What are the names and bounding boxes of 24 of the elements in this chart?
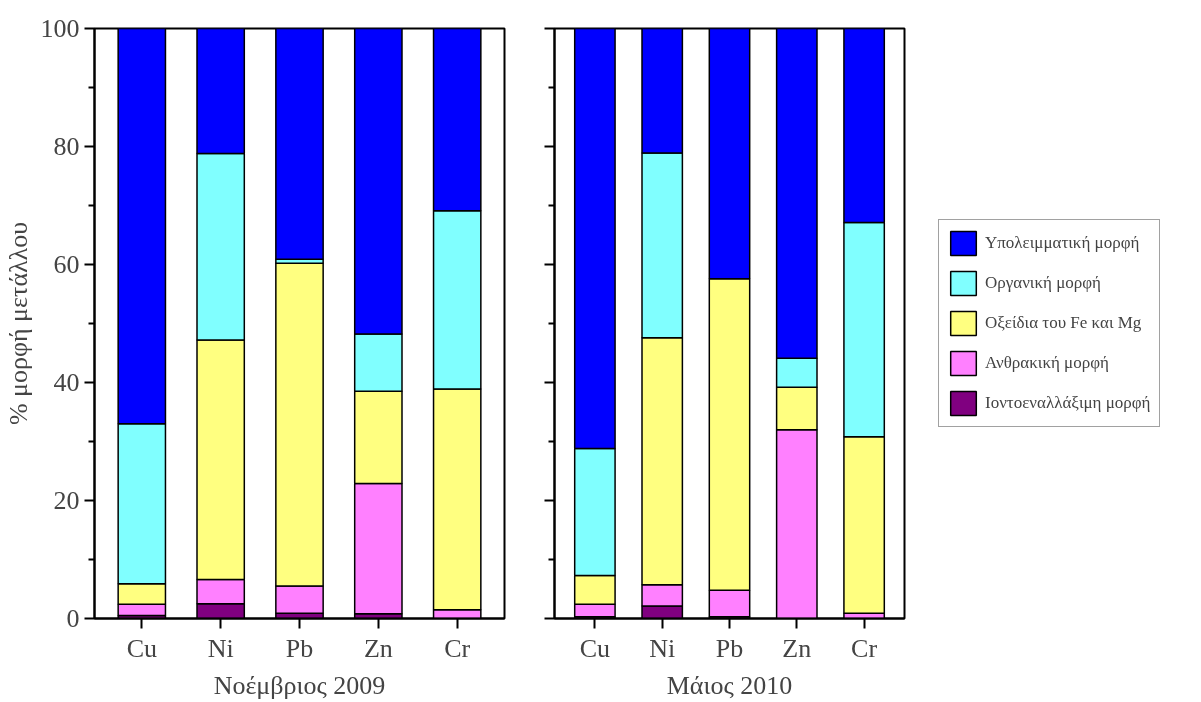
legend-label: Ανθρακική μορφή bbox=[985, 353, 1109, 373]
x-axis-title: Νοέμβριος 2009 bbox=[213, 670, 386, 700]
legend-label: Οξείδια του Fe και Mg bbox=[985, 313, 1142, 333]
x-tick-label: Ni bbox=[649, 633, 676, 663]
x-tick-label: Cr bbox=[444, 633, 471, 663]
x-tick-label: Zn bbox=[782, 633, 812, 663]
x-tick-label: Pb bbox=[715, 633, 744, 663]
y-tick-label: 0 bbox=[66, 604, 80, 633]
x-tick-label: Pb bbox=[285, 633, 314, 663]
x-tick-label: Cr bbox=[851, 633, 878, 663]
legend-label: Υπολειμματική μορφή bbox=[985, 233, 1140, 253]
y-axis-title: % μορφή μετάλλου bbox=[3, 221, 33, 426]
x-tick-label: Zn bbox=[363, 633, 393, 663]
legend-label: Ιοντοεναλλάξιμη μορφή bbox=[985, 393, 1151, 413]
legend-label: Οργανική μορφή bbox=[985, 273, 1101, 293]
x-tick-label: Ni bbox=[207, 633, 234, 663]
y-tick-label: 20 bbox=[53, 486, 80, 515]
x-tick-label: Cu bbox=[126, 633, 157, 663]
y-tick-label: 40 bbox=[53, 368, 80, 397]
y-tick-label: 100 bbox=[40, 14, 80, 43]
x-tick-label: Cu bbox=[579, 633, 611, 663]
y-tick-label: 60 bbox=[53, 250, 80, 279]
y-tick-label: 80 bbox=[53, 132, 80, 161]
x-axis-title: Μάιος 2010 bbox=[666, 670, 793, 700]
